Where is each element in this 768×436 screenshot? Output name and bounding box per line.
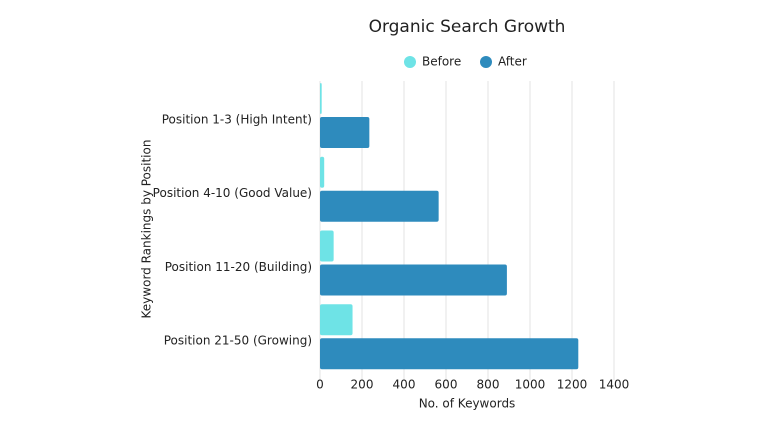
bar [320, 190, 439, 222]
x-tick-label: 200 [351, 378, 374, 392]
legend-label: Before [422, 55, 461, 69]
y-tick-label: Position 21-50 (Growing) [164, 334, 312, 348]
bar [320, 230, 334, 262]
x-tick-label: 600 [435, 378, 458, 392]
bar [320, 304, 353, 336]
x-tick-label: 0 [316, 378, 324, 392]
bar [320, 264, 507, 296]
x-tick-label: 400 [393, 378, 416, 392]
legend-swatch [404, 56, 416, 68]
bar [320, 338, 579, 370]
x-tick-label: 1200 [557, 378, 588, 392]
x-tick-label: 1000 [515, 378, 546, 392]
bar [320, 156, 325, 188]
y-tick-label: Position 4-10 (Good Value) [153, 186, 312, 200]
y-axis-label: Keyword Rankings by Position [140, 140, 154, 319]
y-tick-label: Position 11-20 (Building) [165, 260, 312, 274]
legend-label: After [498, 55, 527, 69]
x-tick-label: 800 [477, 378, 500, 392]
bar [320, 117, 370, 148]
y-tick-label: Position 1-3 (High Intent) [162, 112, 312, 126]
legend-swatch [480, 56, 492, 68]
bar [320, 83, 322, 114]
x-tick-label: 1400 [599, 378, 630, 392]
x-axis-label: No. of Keywords [419, 397, 516, 411]
chart-title: Organic Search Growth [369, 17, 566, 37]
